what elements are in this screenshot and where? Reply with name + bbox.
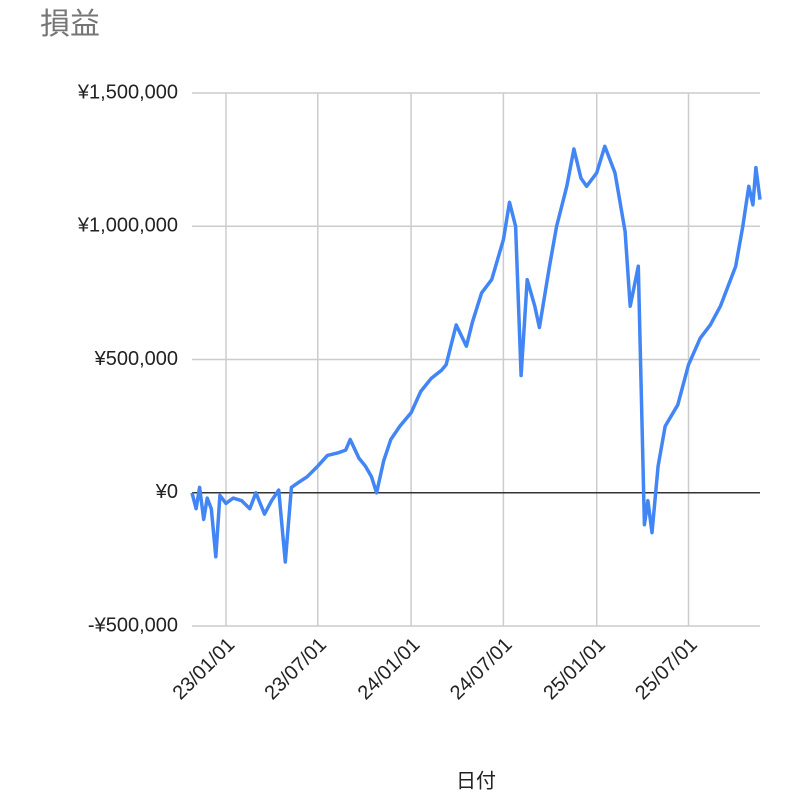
- x-tick-label: 23/07/01: [260, 634, 331, 705]
- chart-title: 損益: [40, 8, 100, 41]
- x-tick-label: 25/01/01: [539, 634, 610, 705]
- y-tick-label: ¥0: [155, 481, 178, 503]
- y-tick-label: -¥500,000: [88, 614, 178, 636]
- x-tick-label: 24/07/01: [446, 634, 517, 705]
- y-tick-label: ¥1,000,000: [77, 215, 178, 237]
- y-tick-label: ¥500,000: [94, 348, 178, 370]
- x-axis-label: 日付: [456, 769, 496, 792]
- x-tick-label: 23/01/01: [169, 634, 240, 705]
- x-tick-label: 24/01/01: [354, 634, 425, 705]
- line: [190, 144, 762, 564]
- x-tick-label: 25/07/01: [631, 634, 702, 705]
- y-tick-label: ¥1,500,000: [77, 81, 178, 103]
